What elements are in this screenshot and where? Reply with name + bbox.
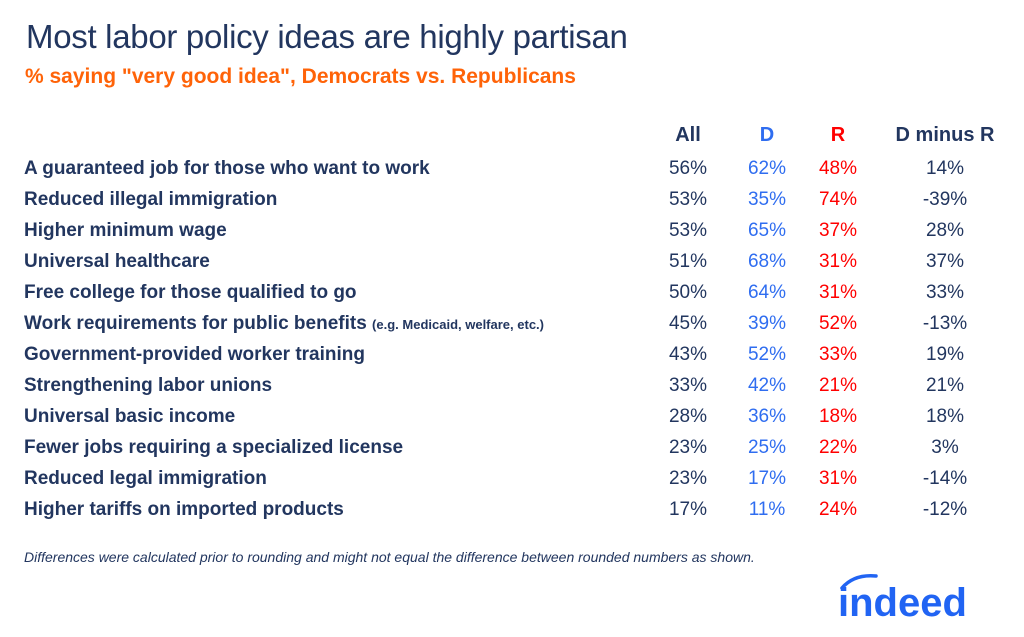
cell-r: 74% [818,189,858,210]
table-row: Universal healthcare 51% 68% 31% 37% [0,251,1024,282]
cell-d: 68% [747,251,787,272]
table-row: Higher minimum wage 53% 65% 37% 28% [0,220,1024,251]
cell-d: 62% [747,158,787,179]
row-label: Government-provided worker training [24,344,365,366]
cell-all: 17% [668,499,708,520]
row-label: Strengthening labor unions [24,375,272,397]
table-row: Reduced illegal immigration 53% 35% 74% -39% [0,189,1024,220]
row-label-text: Fewer jobs requiring a specialized licen… [24,437,404,458]
cell-all: 53% [668,189,708,210]
cell-r: 52% [818,313,858,334]
chart-subtitle: % saying "very good idea", Democrats vs.… [25,65,576,88]
cell-d: 42% [747,375,787,396]
column-header-d: D [759,124,775,146]
cell-d-minus-r: -39% [922,189,968,210]
footnote: Differences were calculated prior to rou… [24,549,755,565]
row-label-text: A guaranteed job for those who want to w… [24,158,430,179]
table-row: Higher tariffs on imported products 17% 11… [0,499,1024,530]
cell-r: 31% [818,282,858,303]
table-row: Work requirements for public benefits (e… [0,313,1024,344]
row-label-text: Higher minimum wage [24,220,227,241]
cell-d: 17% [747,468,787,489]
cell-d-minus-r: 18% [925,406,965,427]
cell-r: 33% [818,344,858,365]
row-label: Reduced illegal immigration [24,189,277,211]
cell-d: 65% [747,220,787,241]
cell-r: 22% [818,437,858,458]
row-label: Universal healthcare [24,251,210,273]
indeed-logo: indeed [832,572,992,627]
row-label-text: Universal basic income [24,406,236,427]
cell-d-minus-r: 3% [931,437,959,458]
cell-d: 36% [747,406,787,427]
row-label-text: Reduced legal immigration [24,468,267,489]
cell-all: 23% [668,437,708,458]
cell-all: 23% [668,468,708,489]
cell-r: 31% [818,251,858,272]
cell-all: 50% [668,282,708,303]
row-label: Fewer jobs requiring a specialized licen… [24,437,403,459]
cell-all: 53% [668,220,708,241]
cell-d-minus-r: 14% [925,158,965,179]
cell-d: 35% [747,189,787,210]
cell-r: 21% [818,375,858,396]
table-row: A guaranteed job for those who want to w… [0,158,1024,189]
row-label: Universal basic income [24,406,235,428]
cell-d-minus-r: 21% [925,375,965,396]
cell-all: 51% [668,251,708,272]
cell-all: 45% [668,313,708,334]
row-label: Higher tariffs on imported products [24,499,344,521]
cell-all: 28% [668,406,708,427]
cell-d-minus-r: -14% [922,468,968,489]
column-header-d-minus-r: D minus R [895,124,995,146]
cell-d-minus-r: 37% [925,251,965,272]
row-label-text: Work requirements for public benefits [24,313,367,334]
cell-d: 64% [747,282,787,303]
cell-r: 31% [818,468,858,489]
cell-d-minus-r: 19% [925,344,965,365]
cell-r: 18% [818,406,858,427]
cell-d-minus-r: -13% [922,313,968,334]
cell-d: 25% [747,437,787,458]
row-label: Higher minimum wage [24,220,227,242]
cell-d-minus-r: -12% [922,499,968,520]
table-row: Strengthening labor unions 33% 42% 21% 21% [0,375,1024,406]
row-label: A guaranteed job for those who want to w… [24,158,430,180]
row-label: Work requirements for public benefits (e… [24,313,544,335]
cell-d: 11% [748,499,786,520]
row-label-text: Free college for those qualified to go [24,282,357,303]
row-label-text: Government-provided worker training [24,344,365,365]
table-row: Universal basic income 28% 36% 18% 18% [0,406,1024,437]
cell-r: 37% [818,220,858,241]
row-label-note: (e.g. Medicaid, welfare, etc.) [372,317,544,332]
cell-d-minus-r: 33% [925,282,965,303]
cell-all: 33% [668,375,708,396]
cell-d: 52% [747,344,787,365]
table-row: Free college for those qualified to go 50… [0,282,1024,313]
row-label-text: Strengthening labor unions [24,375,273,396]
row-label: Reduced legal immigration [24,468,267,490]
table-row: Government-provided worker training 43% 52… [0,344,1024,375]
cell-d-minus-r: 28% [925,220,965,241]
cell-r: 24% [818,499,858,520]
cell-all: 43% [668,344,708,365]
column-header-r: R [830,124,846,146]
cell-d: 39% [747,313,787,334]
row-label-text: Universal healthcare [24,251,210,272]
cell-r: 48% [818,158,858,179]
chart-title: Most labor policy ideas are highly parti… [26,18,628,55]
row-label-text: Reduced illegal immigration [24,189,278,210]
cell-all: 56% [668,158,708,179]
table-row: Reduced legal immigration 23% 17% 31% -14% [0,468,1024,499]
logo-text: indeed [838,581,967,622]
column-header-all: All [675,124,701,146]
table-row: Fewer jobs requiring a specialized licen… [0,437,1024,468]
row-label-text: Higher tariffs on imported products [24,499,344,520]
row-label: Free college for those qualified to go [24,282,357,304]
